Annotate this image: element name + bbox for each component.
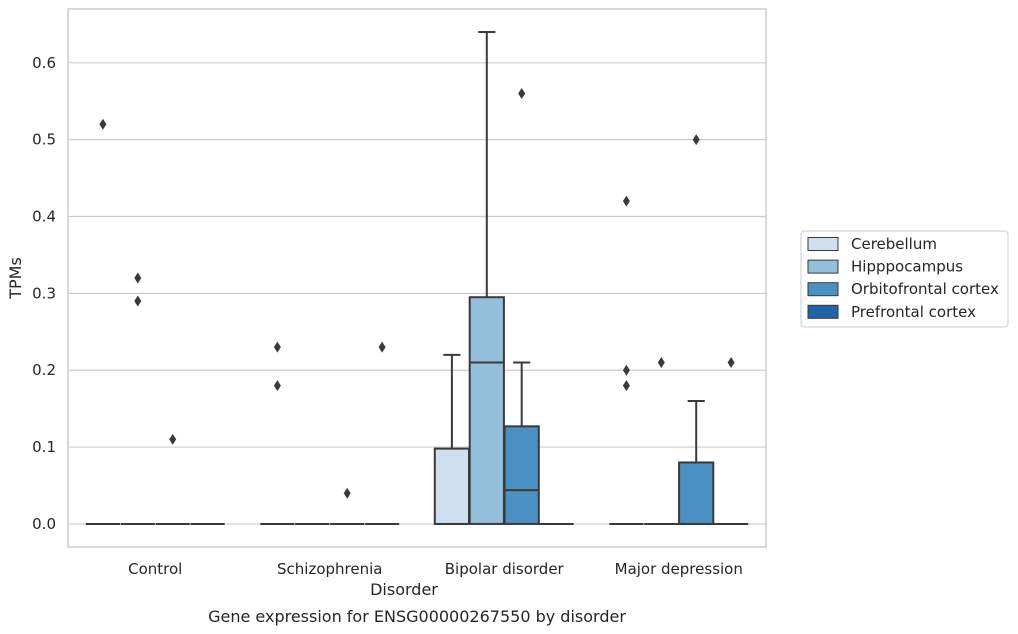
box-body [433, 447, 471, 525]
box-2-1 [330, 487, 365, 525]
y-tick-label: 0.4 [32, 208, 56, 226]
outlier-point [518, 88, 526, 100]
box-0-1 [260, 341, 295, 525]
box-0-2 [433, 353, 471, 525]
legend-frame [800, 230, 1009, 328]
y-tick-label: 0.0 [32, 515, 56, 533]
box-3-1 [364, 341, 400, 525]
x-axis-label: Disorder [370, 580, 438, 599]
outlier-point [134, 295, 142, 307]
box-2-0 [155, 433, 190, 525]
outlier-point [622, 195, 630, 207]
outlier-point [657, 357, 665, 369]
legend-swatch [807, 282, 839, 297]
chart-caption: Gene expression for ENSG00000267550 by d… [208, 607, 626, 626]
legend-swatch [807, 304, 839, 319]
box-body [678, 461, 715, 525]
outlier-point [273, 341, 281, 353]
legend-label: Orbitofrontal cortex [851, 280, 999, 298]
outlier-point [169, 433, 177, 445]
x-tick-label: Control [128, 560, 182, 578]
box-2-2 [503, 88, 540, 525]
y-tick-label: 0.5 [32, 131, 56, 149]
outlier-point [692, 134, 700, 146]
outlier-point [99, 118, 107, 130]
x-tick-label: Schizophrenia [277, 560, 382, 578]
legend-label: Prefrontal cortex [851, 303, 976, 321]
box-3-3 [713, 357, 749, 525]
legend-label: Hipppocampus [851, 258, 963, 276]
box-1-3 [644, 357, 679, 525]
legend-items: Cerebellum Hipppocampus Orbitofrontal cort… [807, 235, 999, 321]
y-tick-label: 0.3 [32, 284, 56, 302]
y-tick-labels: 0.0 0.1 0.2 0.3 0.4 0.5 0.6 [32, 54, 56, 533]
box-body [468, 296, 505, 525]
box-body [503, 425, 540, 525]
outlier-point [273, 380, 281, 392]
plot-frame [67, 8, 767, 548]
outlier-point [134, 272, 142, 284]
x-tick-labels: Control Schizophrenia Bipolar disorder Majo… [128, 560, 743, 578]
y-tick-label: 0.1 [32, 438, 56, 456]
box-series [85, 31, 749, 525]
y-tick-label: 0.6 [32, 54, 56, 72]
legend-swatch [807, 259, 839, 274]
box-0-3 [609, 195, 644, 525]
x-tick-label: Bipolar disorder [445, 560, 565, 578]
x-tick-label: Major depression [615, 560, 743, 578]
outlier-point [622, 380, 630, 392]
outlier-point [378, 341, 386, 353]
box-2-3 [678, 134, 715, 525]
legend: Cerebellum Hipppocampus Orbitofrontal cort… [800, 230, 1009, 328]
box-0-0 [85, 118, 121, 525]
box-1-0 [120, 272, 155, 525]
outlier-point [727, 357, 735, 369]
box-1-2 [468, 31, 505, 525]
y-axis-label: TPMs [6, 257, 25, 300]
legend-swatch [807, 237, 839, 251]
outlier-point [343, 487, 351, 499]
legend-label: Cerebellum [851, 235, 937, 253]
y-tick-label: 0.2 [32, 361, 56, 379]
outlier-point [622, 364, 630, 376]
